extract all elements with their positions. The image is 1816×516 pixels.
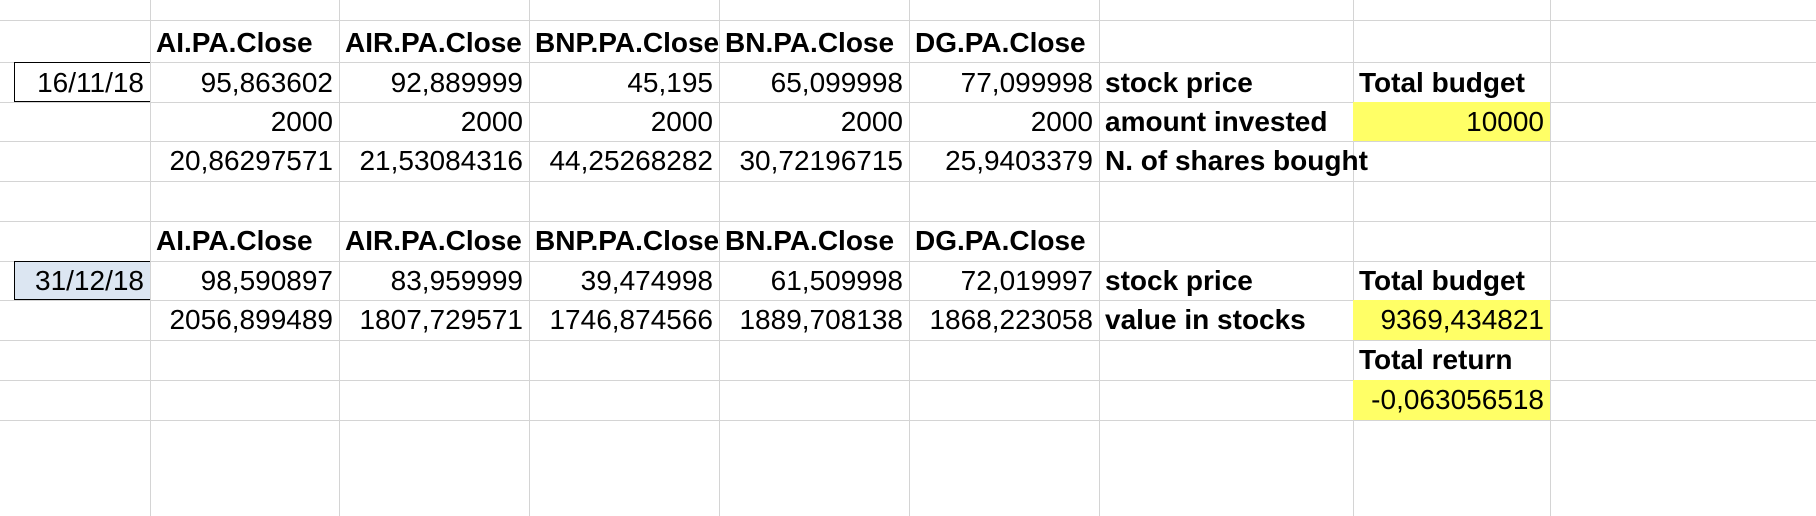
value-cell[interactable]: 1746,874566 bbox=[549, 304, 713, 335]
header-cell[interactable]: BN.PA.Close bbox=[725, 27, 895, 58]
header-cell[interactable]: BNP.PA.Close bbox=[535, 225, 720, 256]
column-divider bbox=[339, 0, 340, 516]
header-cell[interactable]: DG.PA.Close bbox=[915, 27, 1086, 58]
price-cell[interactable]: 98,590897 bbox=[200, 265, 333, 296]
row-label[interactable]: amount invested bbox=[1105, 106, 1328, 137]
header-cell[interactable]: BN.PA.Close bbox=[725, 225, 895, 256]
price-cell[interactable]: 39,474998 bbox=[580, 265, 713, 296]
amount-cell[interactable]: 2000 bbox=[840, 106, 903, 137]
header-cell[interactable]: AIR.PA.Close bbox=[345, 27, 522, 58]
header-cell[interactable]: AI.PA.Close bbox=[156, 225, 313, 256]
total-return-value[interactable]: -0,063056518 bbox=[1371, 384, 1544, 415]
value-cell[interactable]: 1889,708138 bbox=[739, 304, 903, 335]
date-cell[interactable]: 16/11/18 bbox=[37, 67, 144, 98]
total-return-label[interactable]: Total return bbox=[1359, 344, 1513, 375]
row-divider bbox=[0, 300, 1816, 301]
shares-cell[interactable]: 44,25268282 bbox=[549, 145, 713, 176]
column-divider bbox=[529, 0, 530, 516]
row-divider bbox=[0, 380, 1816, 381]
row-divider bbox=[0, 261, 1816, 262]
row-divider bbox=[0, 62, 1816, 63]
total-budget-label[interactable]: Total budget bbox=[1359, 265, 1525, 296]
shares-cell[interactable]: 30,72196715 bbox=[739, 145, 903, 176]
column-divider bbox=[1353, 0, 1354, 516]
price-cell[interactable]: 77,099998 bbox=[960, 67, 1093, 98]
row-divider bbox=[0, 181, 1816, 182]
header-cell[interactable]: AI.PA.Close bbox=[156, 27, 313, 58]
row-divider bbox=[0, 340, 1816, 341]
value-cell[interactable]: 1868,223058 bbox=[929, 304, 1093, 335]
value-cell[interactable]: 2056,899489 bbox=[169, 304, 333, 335]
row-label[interactable]: stock price bbox=[1105, 67, 1253, 98]
column-divider bbox=[909, 0, 910, 516]
shares-cell[interactable]: 25,9403379 bbox=[945, 145, 1093, 176]
amount-cell[interactable]: 2000 bbox=[1030, 106, 1093, 137]
budget-highlight bbox=[1353, 102, 1550, 141]
total-budget-label[interactable]: Total budget bbox=[1359, 67, 1525, 98]
cell-border bbox=[14, 62, 150, 102]
return-highlight bbox=[1353, 380, 1550, 420]
column-divider bbox=[1550, 0, 1551, 516]
price-cell[interactable]: 95,863602 bbox=[200, 67, 333, 98]
total-budget-value[interactable]: 9369,434821 bbox=[1380, 304, 1544, 335]
date-cell[interactable]: 31/12/18 bbox=[35, 265, 144, 296]
row-divider bbox=[0, 420, 1816, 421]
row-divider bbox=[0, 20, 1816, 21]
column-divider bbox=[719, 0, 720, 516]
row-divider bbox=[0, 141, 1816, 142]
price-cell[interactable]: 83,959999 bbox=[390, 265, 523, 296]
row-label[interactable]: stock price bbox=[1105, 265, 1253, 296]
amount-cell[interactable]: 2000 bbox=[270, 106, 333, 137]
header-cell[interactable]: DG.PA.Close bbox=[915, 225, 1086, 256]
price-cell[interactable]: 72,019997 bbox=[960, 265, 1093, 296]
shares-cell[interactable]: 21,53084316 bbox=[359, 145, 523, 176]
value-cell[interactable]: 1807,729571 bbox=[359, 304, 523, 335]
budget-highlight bbox=[1353, 300, 1550, 340]
amount-cell[interactable]: 2000 bbox=[650, 106, 713, 137]
column-divider bbox=[1099, 0, 1100, 516]
row-label[interactable]: N. of shares bought bbox=[1105, 145, 1368, 176]
row-label[interactable]: value in stocks bbox=[1105, 304, 1306, 335]
selected-cell-fill bbox=[14, 261, 150, 300]
header-cell[interactable]: AIR.PA.Close bbox=[345, 225, 522, 256]
price-cell[interactable]: 61,509998 bbox=[770, 265, 903, 296]
total-budget-value[interactable]: 10000 bbox=[1466, 106, 1544, 137]
cell-border bbox=[14, 261, 150, 300]
header-cell[interactable]: BNP.PA.Close bbox=[535, 27, 720, 58]
price-cell[interactable]: 65,099998 bbox=[770, 67, 903, 98]
shares-cell[interactable]: 20,86297571 bbox=[169, 145, 333, 176]
price-cell[interactable]: 45,195 bbox=[627, 67, 713, 98]
column-divider bbox=[150, 0, 151, 516]
row-divider bbox=[0, 102, 1816, 103]
amount-cell[interactable]: 2000 bbox=[460, 106, 523, 137]
price-cell[interactable]: 92,889999 bbox=[390, 67, 523, 98]
row-divider bbox=[0, 221, 1816, 222]
